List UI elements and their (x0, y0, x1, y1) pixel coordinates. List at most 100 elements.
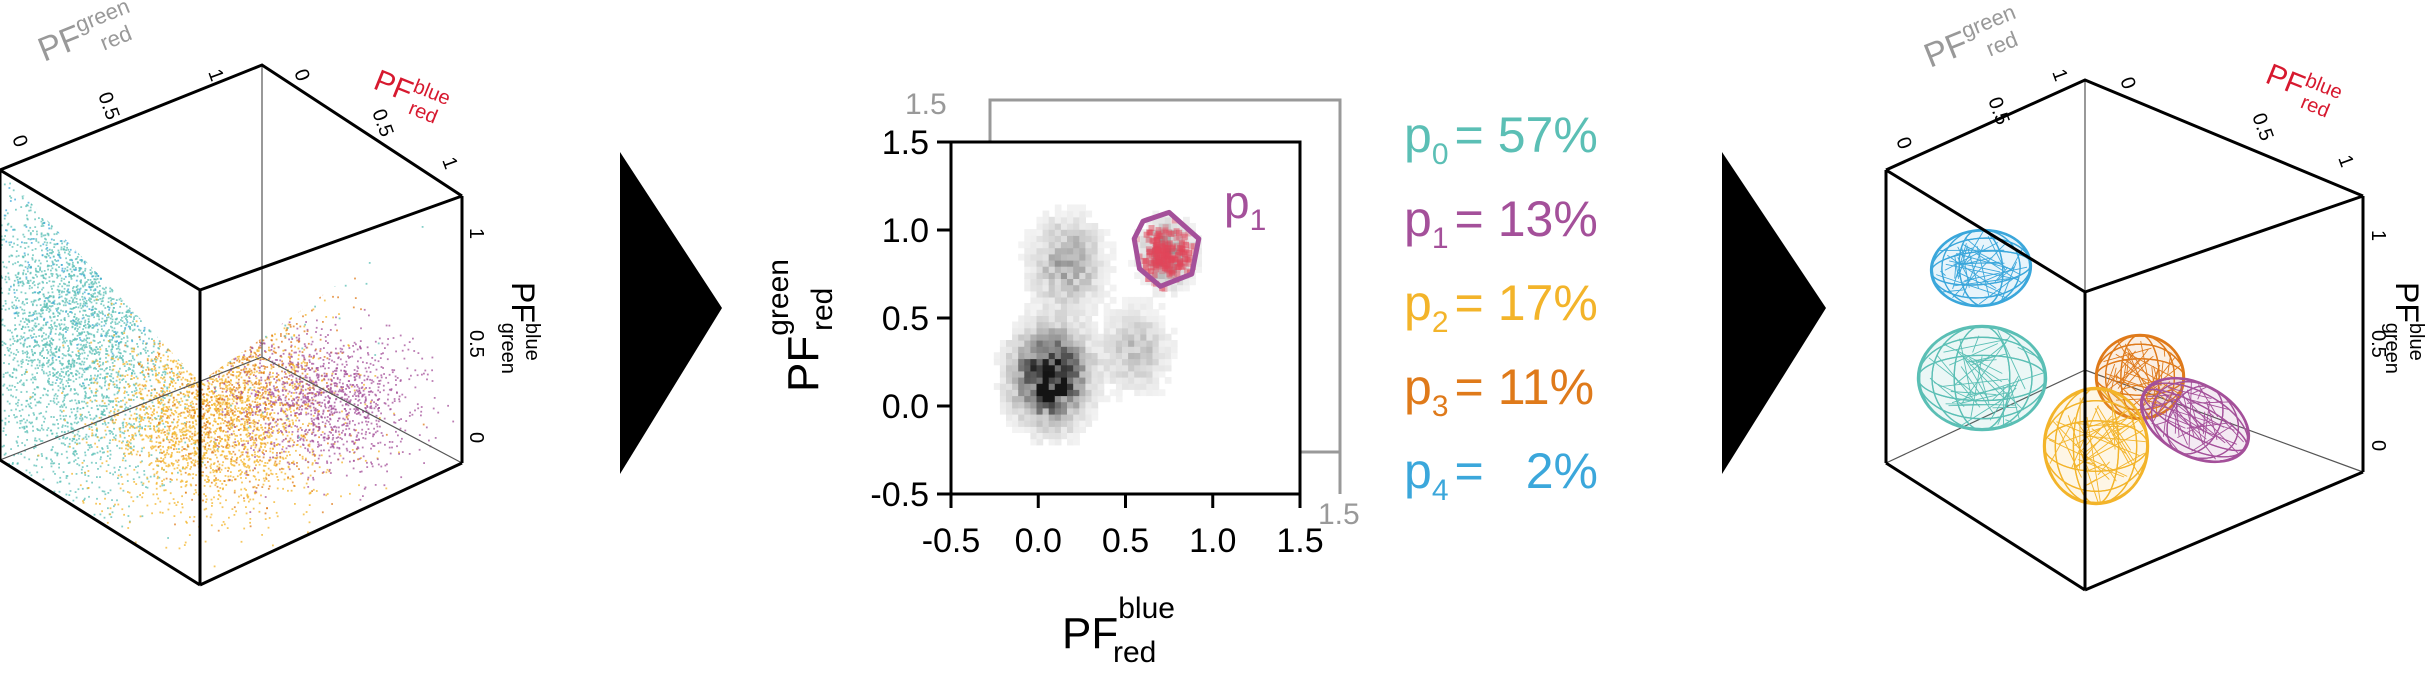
scatter-point (124, 283, 127, 286)
scatter-point (111, 511, 114, 514)
scatter-point (175, 293, 178, 296)
scatter-point (34, 376, 36, 378)
scatter-point (257, 358, 260, 361)
scatter-point (21, 284, 24, 287)
scatter-point (126, 293, 129, 295)
scatter-point (108, 188, 111, 190)
scatter-point (50, 363, 53, 366)
scatter-point (58, 251, 60, 254)
scatter-point (160, 177, 163, 180)
scatter-point (172, 315, 175, 318)
scatter-point (27, 270, 29, 273)
scatter-point (258, 429, 260, 432)
scatter-point (22, 272, 25, 274)
scatter-point (80, 307, 83, 310)
scatter-point (59, 382, 62, 384)
scatter-point (162, 371, 164, 374)
scatter-point (161, 334, 163, 337)
scatter-point (263, 370, 265, 373)
scatter-point (87, 397, 89, 399)
scatter-point (66, 293, 69, 296)
scatter-point (263, 464, 265, 467)
scatter-point (61, 186, 64, 188)
scatter-point (70, 411, 73, 414)
scatter-point (255, 460, 258, 462)
scatter-point (20, 502, 22, 505)
scatter-point (77, 191, 80, 193)
scatter-point (51, 288, 53, 290)
scatter-point (199, 276, 202, 279)
scatter-point (96, 389, 99, 392)
scatter-point (74, 171, 76, 174)
scatter-point (138, 328, 140, 331)
scatter-point (21, 302, 24, 305)
scatter-point (179, 310, 182, 313)
scatter-point (203, 485, 206, 487)
scatter-point (150, 392, 153, 394)
scatter-point (35, 487, 38, 490)
scatter-point (151, 445, 154, 448)
scatter-point (96, 315, 99, 317)
scatter-point (25, 155, 27, 157)
scatter-point (45, 372, 48, 375)
scatter-point (168, 427, 171, 430)
scatter-point (227, 409, 230, 412)
scatter-point (132, 273, 135, 275)
scatter-point (76, 347, 79, 350)
scatter-point (215, 442, 217, 445)
scatter-point (78, 290, 81, 293)
scatter-point (103, 199, 106, 202)
scatter-point (74, 313, 76, 316)
scatter-point (144, 274, 147, 277)
scatter-point (55, 501, 58, 503)
scatter-point (255, 233, 258, 236)
scatter-point (276, 277, 279, 280)
scatter-point (131, 391, 133, 393)
scatter-point (15, 402, 17, 405)
scatter-point (88, 283, 91, 286)
scatter-point (72, 499, 75, 502)
scatter-point (58, 283, 61, 285)
scatter-point (43, 356, 45, 359)
scatter-point (162, 327, 165, 330)
scatter-point (47, 379, 49, 382)
scatter-point (177, 237, 180, 240)
scatter-point (148, 177, 151, 180)
scatter-point (70, 569, 73, 572)
scatter-point (18, 506, 21, 509)
scatter-point (71, 399, 73, 402)
scatter-point (201, 224, 203, 227)
scatter-point (38, 345, 41, 348)
scatter-point (33, 280, 35, 283)
scatter-point (42, 370, 45, 373)
scatter-point (123, 124, 125, 126)
scatter-point (49, 364, 52, 366)
scatter-point (13, 414, 15, 416)
scatter-point (8, 415, 10, 417)
scatter-point (10, 476, 13, 478)
scatter-point (183, 251, 186, 254)
scatter-point (146, 394, 149, 397)
scatter-point (156, 320, 158, 322)
scatter-point (140, 332, 143, 334)
scatter-point (28, 471, 31, 474)
scatter-point (216, 276, 219, 279)
scatter-point (103, 408, 105, 411)
scatter-point (104, 429, 107, 432)
scatter-point (87, 279, 89, 281)
scatter-point (65, 159, 67, 161)
scatter-point (99, 258, 102, 260)
scatter-point (21, 264, 24, 267)
scatter-point (58, 438, 61, 440)
scatter-point (123, 350, 126, 353)
scatter-point (221, 419, 224, 421)
scatter-point (150, 385, 153, 387)
scatter-point (157, 415, 160, 417)
scatter-point (124, 390, 126, 393)
scatter-point (42, 324, 45, 327)
scatter-point (196, 230, 199, 232)
scatter-point (182, 353, 185, 356)
scatter-point (89, 351, 92, 354)
scatter-point (125, 370, 127, 372)
scatter-point (95, 323, 97, 326)
